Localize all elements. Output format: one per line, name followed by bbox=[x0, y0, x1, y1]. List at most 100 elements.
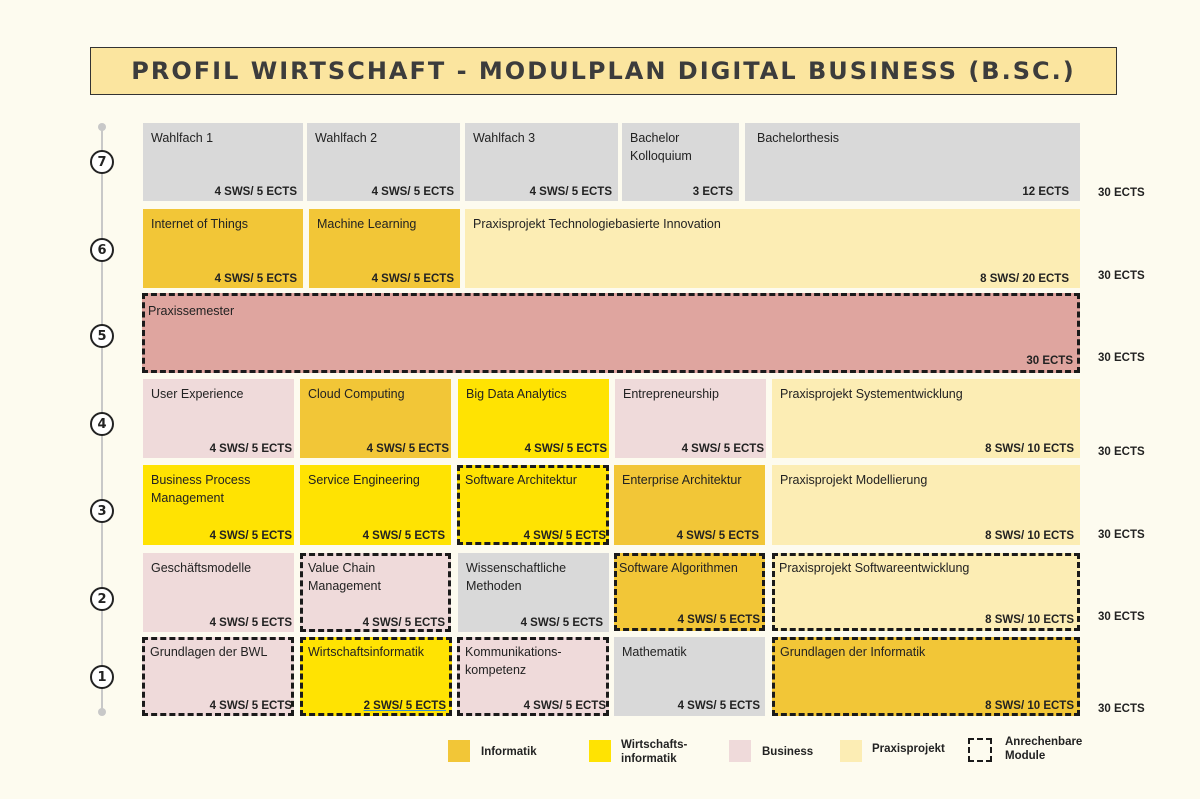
module-name: Praxisprojekt Modellierung bbox=[780, 473, 928, 487]
module-name: Praxissemester bbox=[148, 304, 235, 318]
module-ects: 3 ECTS bbox=[692, 186, 733, 198]
semester-total-2: 30 ECTS bbox=[1098, 611, 1145, 623]
module-name: Enterprise Architektur bbox=[622, 473, 742, 487]
module-name: Service Engineering bbox=[308, 473, 420, 487]
semester-marker-7: 7 bbox=[90, 150, 114, 174]
module-ects: 4 SWS/ 5 ECTS bbox=[371, 273, 454, 285]
semester-marker-3: 3 bbox=[90, 499, 114, 523]
semester-marker-2: 2 bbox=[90, 587, 114, 611]
module-geschaeftsmodelle: Geschäftsmodelle 4 SWS/ 5 ECTS bbox=[143, 553, 294, 632]
module-name: Wissenschaftliche Methoden bbox=[466, 561, 567, 593]
module-enterprise-architektur: Enterprise Architektur 4 SWS/ 5 ECTS bbox=[614, 465, 765, 545]
module-bachelorthesis: Bachelorthesis 12 ECTS bbox=[745, 123, 1080, 201]
module-name: Kommunikations-kompetenz bbox=[465, 645, 562, 677]
module-name: Machine Learning bbox=[317, 217, 417, 231]
semester-marker-4: 4 bbox=[90, 412, 114, 436]
module-ects: 4 SWS/ 5 ECTS bbox=[520, 617, 603, 629]
module-ects: 4 SWS/ 5 ECTS bbox=[209, 530, 292, 542]
module-ects: 4 SWS/ 5 ECTS bbox=[371, 186, 454, 198]
module-name: Software Architektur bbox=[465, 473, 577, 487]
module-grundlagen-der-bwl: Grundlagen der BWL 4 SWS/ 5 ECTS bbox=[142, 637, 294, 716]
module-ects: 8 SWS/ 10 ECTS bbox=[985, 700, 1074, 712]
module-ects: 4 SWS/ 5 ECTS bbox=[362, 617, 445, 629]
module-business-process-management: Business Process Management 4 SWS/ 5 ECT… bbox=[143, 465, 294, 545]
legend-label-praxisprojekt: Praxisprojekt bbox=[872, 743, 945, 755]
module-ects: 4 SWS/ 5 ECTS bbox=[214, 273, 297, 285]
module-name: Bachelor Kolloquium bbox=[630, 131, 692, 163]
module-praxisprojekt-softwareentwicklung: Praxisprojekt Softwareentwicklung 8 SWS/… bbox=[772, 553, 1080, 631]
legend-label-business: Business bbox=[762, 746, 814, 758]
module-ects: 4 SWS/ 5 ECTS bbox=[209, 617, 292, 629]
module-name: Software Algorithmen bbox=[619, 561, 738, 575]
module-name: Entrepreneurship bbox=[623, 387, 719, 401]
module-wissenschaftliche-methoden: Wissenschaftliche Methoden 4 SWS/ 5 ECTS bbox=[458, 553, 609, 632]
semester-total-7: 30 ECTS bbox=[1098, 187, 1145, 199]
semester-total-3: 30 ECTS bbox=[1098, 529, 1145, 541]
module-ects: 4 SWS/ 5 ECTS bbox=[681, 443, 764, 455]
module-service-engineering: Service Engineering 4 SWS/ 5 ECTS bbox=[300, 465, 451, 545]
module-cloud-computing: Cloud Computing 4 SWS/ 5 ECTS bbox=[300, 379, 451, 458]
semester-total-1: 30 ECTS bbox=[1098, 703, 1145, 715]
legend-swatch-praxisprojekt bbox=[840, 740, 862, 762]
module-internet-of-things: Internet of Things 4 SWS/ 5 ECTS bbox=[143, 209, 303, 288]
module-entrepreneurship: Entrepreneurship 4 SWS/ 5 ECTS bbox=[615, 379, 766, 458]
semester-total-5: 30 ECTS bbox=[1098, 352, 1145, 364]
module-wahlfach-1: Wahlfach 1 4 SWS/ 5 ECTS bbox=[143, 123, 303, 201]
semester-total-6: 30 ECTS bbox=[1098, 270, 1145, 282]
module-ects: 4 SWS/ 5 ECTS bbox=[677, 614, 760, 626]
module-praxisprojekt-modellierung: Praxisprojekt Modellierung 8 SWS/ 10 ECT… bbox=[772, 465, 1080, 545]
semester-marker-5: 5 bbox=[90, 324, 114, 348]
semester-marker-1: 1 bbox=[90, 665, 114, 689]
module-name: Bachelorthesis bbox=[757, 131, 839, 145]
module-praxisprojekt-systementwicklung: Praxisprojekt Systementwicklung 8 SWS/ 1… bbox=[772, 379, 1080, 458]
legend-swatch-business bbox=[729, 740, 751, 762]
module-ects: 8 SWS/ 10 ECTS bbox=[985, 530, 1074, 542]
module-ects: 4 SWS/ 5 ECTS bbox=[524, 443, 607, 455]
module-ects: 2 SWS/ 5 ECTS bbox=[363, 700, 446, 712]
semester-total-4: 30 ECTS bbox=[1098, 446, 1145, 458]
module-wahlfach-3: Wahlfach 3 4 SWS/ 5 ECTS bbox=[465, 123, 618, 201]
module-mathematik: Mathematik 4 SWS/ 5 ECTS bbox=[614, 637, 765, 716]
module-wirtschaftsinformatik: Wirtschaftsinformatik 2 SWS/ 5 ECTS bbox=[300, 637, 452, 716]
legend-label-anrechenbar: Anrechenbare Module bbox=[1005, 736, 1083, 762]
title-banner: PROFIL WIRTSCHAFT - MODULPLAN DIGITAL BU… bbox=[90, 47, 1117, 95]
module-name: Value Chain Management bbox=[308, 561, 381, 593]
module-value-chain-management: Value Chain Management 4 SWS/ 5 ECTS bbox=[300, 553, 451, 632]
module-name: Wahlfach 3 bbox=[473, 131, 536, 145]
module-name: Grundlagen der BWL bbox=[150, 645, 268, 659]
module-name: Big Data Analytics bbox=[466, 387, 567, 401]
module-ects: 4 SWS/ 5 ECTS bbox=[214, 186, 297, 198]
module-name: Business Process Management bbox=[151, 473, 251, 505]
module-praxisprojekt-innovation: Praxisprojekt Technologiebasierte Innova… bbox=[465, 209, 1080, 288]
module-ects: 4 SWS/ 5 ECTS bbox=[523, 700, 606, 712]
module-ects: 4 SWS/ 5 ECTS bbox=[677, 700, 760, 712]
module-name: Wahlfach 2 bbox=[315, 131, 378, 145]
module-ects: 30 ECTS bbox=[1026, 355, 1073, 367]
module-ects: 8 SWS/ 20 ECTS bbox=[980, 273, 1069, 285]
module-name: Internet of Things bbox=[151, 217, 249, 231]
module-software-algorithmen: Software Algorithmen 4 SWS/ 5 ECTS bbox=[614, 553, 765, 631]
module-user-experience: User Experience 4 SWS/ 5 ECTS bbox=[143, 379, 294, 458]
module-kommunikationskompetenz: Kommunikations-kompetenz 4 SWS/ 5 ECTS bbox=[457, 637, 609, 716]
module-name: Mathematik bbox=[622, 645, 687, 659]
module-name: Wahlfach 1 bbox=[151, 131, 214, 145]
module-wahlfach-2: Wahlfach 2 4 SWS/ 5 ECTS bbox=[307, 123, 460, 201]
legend-swatch-anrechenbar bbox=[968, 738, 992, 762]
module-ects: 4 SWS/ 5 ECTS bbox=[529, 186, 612, 198]
module-ects: 4 SWS/ 5 ECTS bbox=[676, 530, 759, 542]
module-name: Grundlagen der Informatik bbox=[780, 645, 926, 659]
module-name: Geschäftsmodelle bbox=[151, 561, 252, 575]
legend-swatch-wirtschaftsinformatik bbox=[589, 740, 611, 762]
module-praxissemester: Praxissemester 30 ECTS bbox=[142, 293, 1080, 373]
module-name: Wirtschaftsinformatik bbox=[308, 645, 424, 659]
legend-label-wirtschaftsinformatik: Wirtschafts-informatik bbox=[621, 739, 688, 765]
module-machine-learning: Machine Learning 4 SWS/ 5 ECTS bbox=[309, 209, 460, 288]
module-ects: 4 SWS/ 5 ECTS bbox=[209, 700, 292, 712]
semester-marker-6: 6 bbox=[90, 238, 114, 262]
module-ects: 4 SWS/ 5 ECTS bbox=[209, 443, 292, 455]
module-name: User Experience bbox=[151, 387, 244, 401]
timeline-end-dot bbox=[98, 708, 106, 716]
module-grundlagen-der-informatik: Grundlagen der Informatik 8 SWS/ 10 ECTS bbox=[772, 637, 1080, 716]
module-ects: 8 SWS/ 10 ECTS bbox=[985, 443, 1074, 455]
module-ects: 4 SWS/ 5 ECTS bbox=[362, 530, 445, 542]
